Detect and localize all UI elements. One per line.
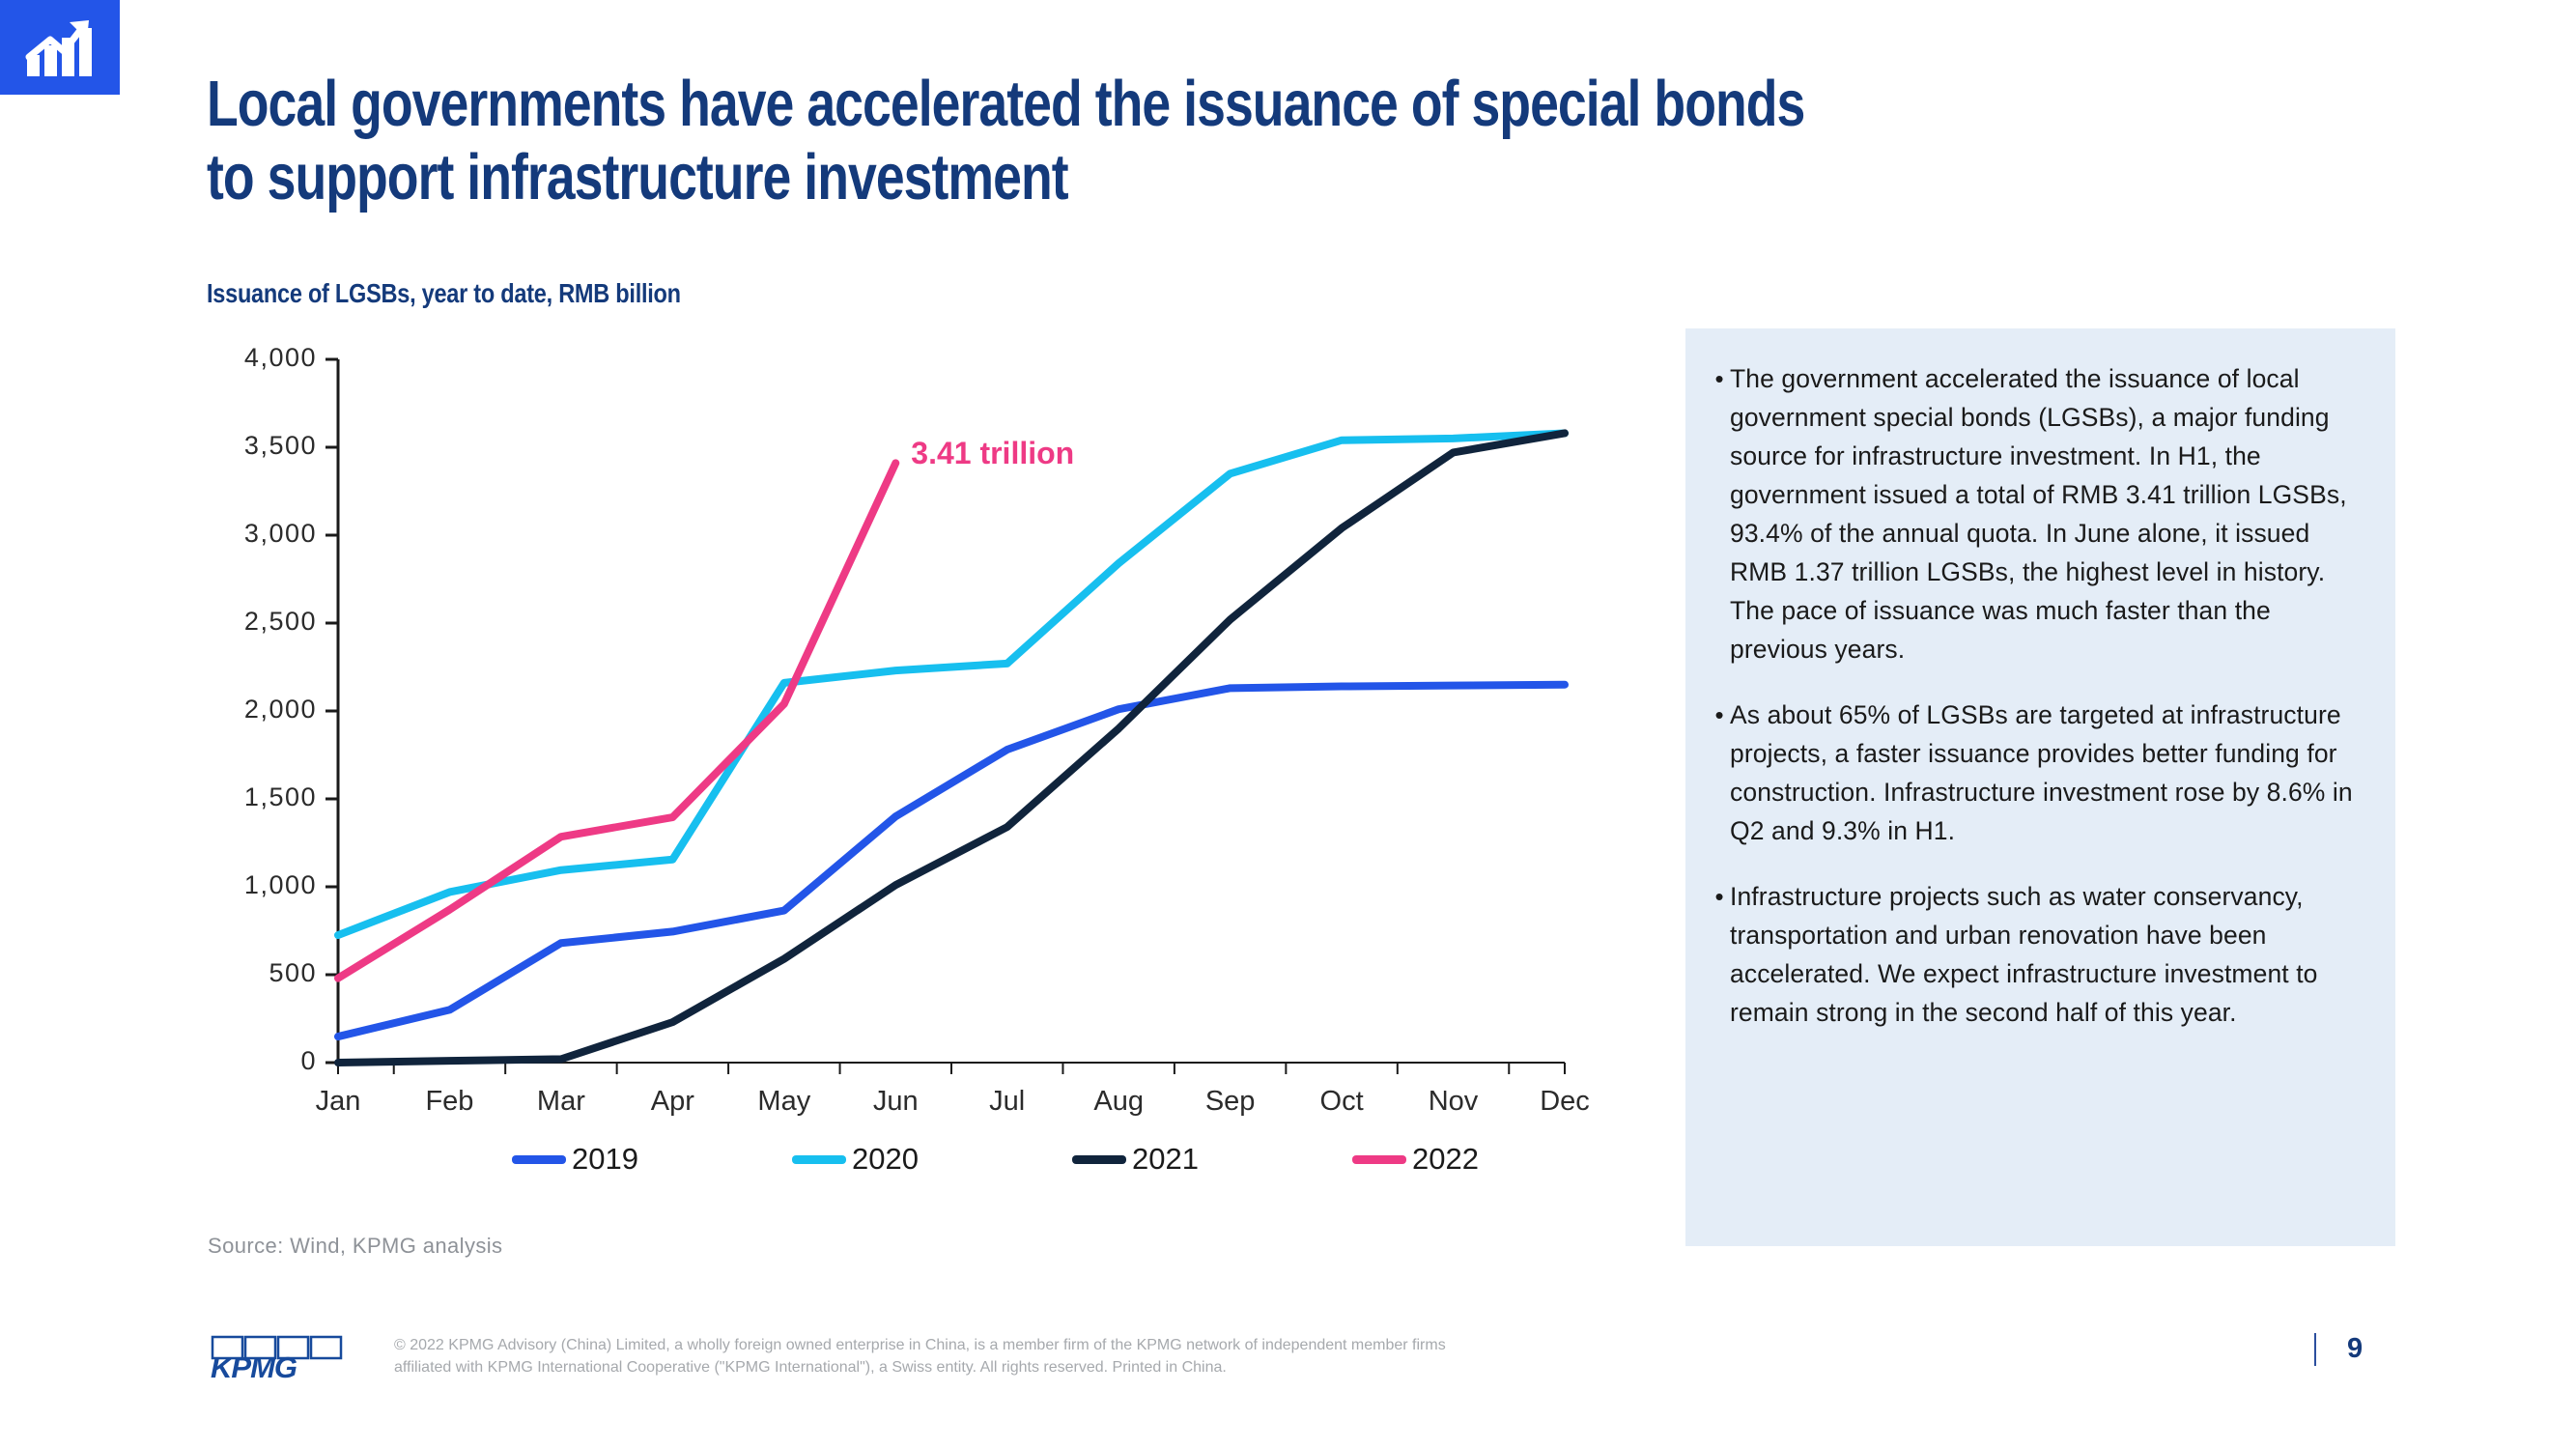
x-axis-tick-label: Jan [315,1086,361,1117]
list-item: • The government accelerated the issuanc… [1709,359,2368,668]
legend-swatch-icon [1072,1154,1126,1164]
list-item: • Infrastructure projects such as water … [1709,877,2368,1032]
legend-swatch-icon [512,1154,566,1164]
x-axis-tick-label: Dec [1540,1086,1590,1117]
x-axis-tick-label: Jul [989,1086,1026,1117]
legend-label: 2021 [1132,1142,1199,1176]
line-chart: 0 500 1,000 1,500 2,000 2,500 3,000 3,500 4,000 … [193,343,1623,1246]
legend-label: 2022 [1412,1142,1479,1176]
y-axis-tick-label: 2,500 [243,607,317,636]
legend-item-2022[interactable]: 2022 [1352,1142,1479,1177]
commentary-panel: • The government accelerated the issuanc… [1685,328,2395,1246]
bullet-icon: • [1714,882,1724,911]
page-number: 9 [2347,1333,2364,1364]
chart-source: Source: Wind, KPMG analysis [208,1234,503,1258]
footer-divider [2314,1333,2316,1366]
legend-item-2020[interactable]: 2020 [792,1142,919,1177]
bullet-text: The government accelerated the issuance … [1730,364,2347,664]
copyright-text: © 2022 KPMG Advisory (China) Limited, a … [394,1337,1446,1376]
x-axis-tick-label: Feb [425,1086,474,1117]
chart-subtitle: Issuance of LGSBs, year to date, RMB bil… [207,278,681,308]
chart-legend: 2019 2020 2021 2022 [512,1142,1594,1180]
legend-item-2019[interactable]: 2019 [512,1142,638,1177]
x-axis-tick-label: Jun [872,1086,919,1117]
x-axis-tick-label: Oct [1319,1086,1364,1117]
y-axis-tick-label: 4,000 [243,343,317,372]
y-axis-tick-label: 3,000 [243,519,317,548]
list-item: • As about 65% of LGSBs are targeted at … [1709,696,2368,850]
page-title: Local governments have accelerated the i… [207,68,1805,214]
x-axis-tick-label: Apr [650,1086,694,1117]
y-axis-tick-label: 0 [300,1046,317,1075]
bullet-icon: • [1714,700,1724,729]
y-axis-tick-label: 1,000 [243,870,317,899]
y-axis-tick-label: 500 [269,958,317,987]
x-axis-tick-label: Nov [1428,1086,1479,1117]
chart-annotation-label: 3.41 trillion [911,436,1075,471]
chart-plot-area [326,357,1569,1074]
x-axis-tick-label: Mar [536,1086,585,1117]
kpmg-logo: KPMG [211,1335,354,1389]
legend-swatch-icon [792,1154,846,1164]
x-axis-tick-label: Sep [1204,1086,1256,1117]
bullet-text: Infrastructure projects such as water co… [1730,882,2318,1027]
legend-label: 2020 [852,1142,919,1176]
bullet-text: As about 65% of LGSBs are targeted at in… [1730,700,2353,845]
x-axis-tick-label: May [757,1086,811,1117]
y-axis-tick-label: 1,500 [243,782,317,811]
legend-label: 2019 [572,1142,638,1176]
y-axis-tick-label: 3,500 [243,431,317,460]
brand-logo-tile [0,0,120,95]
bullet-icon: • [1714,364,1724,393]
y-axis-tick-label: 2,000 [243,695,317,724]
svg-text:KPMG: KPMG [211,1350,297,1384]
bar-chart-growth-icon [25,16,95,78]
legend-item-2021[interactable]: 2021 [1072,1142,1199,1177]
legend-swatch-icon [1352,1154,1406,1164]
x-axis-tick-label: Aug [1093,1086,1144,1117]
